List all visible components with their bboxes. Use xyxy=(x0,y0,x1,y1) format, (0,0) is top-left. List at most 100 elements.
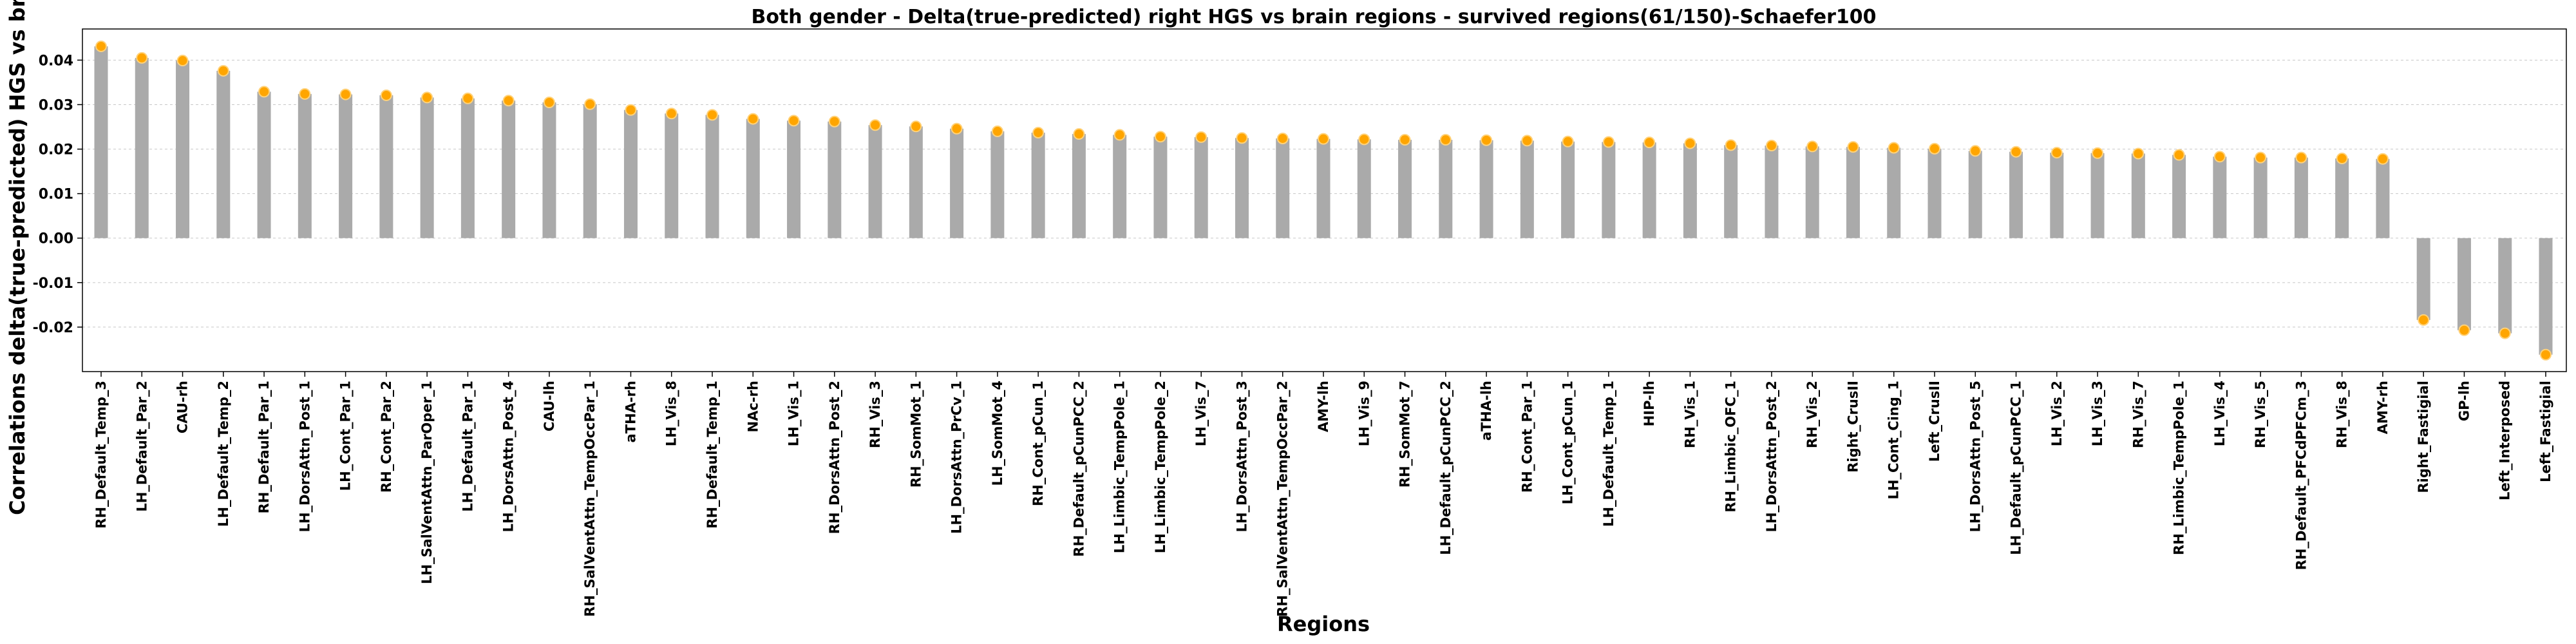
data-point xyxy=(299,88,311,100)
data-point xyxy=(1113,129,1126,141)
bars-layer xyxy=(94,46,2553,355)
data-point xyxy=(584,98,596,110)
data-point xyxy=(380,89,392,101)
bar xyxy=(1153,137,1168,238)
data-point xyxy=(462,92,474,104)
data-point xyxy=(1888,142,1900,154)
x-tick-label: RH_Default_Par_1 xyxy=(256,381,272,513)
data-point xyxy=(1276,132,1289,144)
x-tick-label: RH_Default_Temp_1 xyxy=(705,381,720,529)
data-point xyxy=(1154,131,1166,143)
data-point xyxy=(2336,153,2348,165)
data-point xyxy=(2418,314,2430,326)
bar xyxy=(1479,140,1493,238)
x-tick-label: LH_DorsAttn_Post_1 xyxy=(297,381,312,532)
bar xyxy=(1520,140,1534,238)
y-axis-label: Correlations delta(true-predicted) HGS v… xyxy=(5,0,30,515)
data-point xyxy=(1439,134,1452,146)
bar xyxy=(2172,155,2186,238)
data-point xyxy=(339,88,352,100)
bar xyxy=(2050,153,2064,238)
data-point xyxy=(1684,137,1696,149)
bar xyxy=(746,118,760,238)
x-tick-label: RH_DorsAttn_Post_2 xyxy=(827,381,842,534)
x-tick-label: LH_Cont_Par_1 xyxy=(338,381,354,491)
data-point xyxy=(2010,146,2022,158)
bar xyxy=(990,131,1005,238)
bar xyxy=(1194,137,1208,238)
data-point xyxy=(1521,135,1533,147)
data-point xyxy=(2376,153,2389,165)
data-point xyxy=(2132,147,2145,160)
bar xyxy=(2498,238,2512,334)
x-tick-label: RH_SomMot_1 xyxy=(908,381,923,488)
x-tick-label: LH_SalVentAttn_ParOper_1 xyxy=(419,381,435,584)
bar xyxy=(2539,238,2553,355)
data-point xyxy=(258,86,270,98)
x-tick-label: LH_DorsAttn_Post_2 xyxy=(1764,381,1779,532)
data-point xyxy=(2050,147,2063,159)
x-tick-label: RH_SomMot_7 xyxy=(1397,381,1413,488)
x-tick-label: CAU-lh xyxy=(542,381,557,431)
x-tick-label: LH_Default_pCunPCC_1 xyxy=(2009,381,2024,555)
bar xyxy=(1235,138,1249,238)
y-tick-label: 0.04 xyxy=(39,53,73,69)
y-tick-label: 0.03 xyxy=(39,97,73,113)
x-tick-label: Left_Interposed xyxy=(2497,381,2513,500)
x-tick-label: RH_Vis_5 xyxy=(2253,381,2268,448)
x-tick-label: RH_Cont_pCun_1 xyxy=(1030,381,1046,506)
bar xyxy=(1357,139,1371,238)
data-point xyxy=(543,97,555,108)
bar xyxy=(950,128,964,238)
data-point xyxy=(2499,327,2511,339)
x-tick-label: LH_Vis_7 xyxy=(1193,381,1209,446)
data-point xyxy=(2092,147,2104,159)
data-point xyxy=(788,115,800,127)
x-tick-label: RH_Default_PFCdPFCm_3 xyxy=(2293,381,2309,570)
data-point xyxy=(1643,137,1656,149)
x-axis-label: Regions xyxy=(1277,612,1370,636)
x-tick-label: aTHA-rh xyxy=(623,381,638,442)
x-tick-label: RH_Vis_8 xyxy=(2334,381,2350,448)
bar xyxy=(2131,153,2145,238)
bar xyxy=(1602,142,1616,238)
x-tick-label: LH_Cont_pCun_1 xyxy=(1560,381,1576,504)
bar xyxy=(2294,157,2308,238)
plot-frame xyxy=(82,28,2567,372)
x-tick-label: LH_Default_Temp_1 xyxy=(1601,381,1616,527)
bar xyxy=(1031,132,1045,238)
x-tick-label: LH_Vis_9 xyxy=(1356,381,1372,446)
bar xyxy=(705,115,719,238)
bar xyxy=(2009,151,2023,238)
x-tick-label: RH_Vis_3 xyxy=(867,381,883,448)
data-point xyxy=(2213,151,2226,163)
x-tick-label: LH_Vis_4 xyxy=(2212,381,2228,446)
x-tick-label: LH_DorsAttn_PrCv_1 xyxy=(949,381,965,534)
data-point xyxy=(910,120,922,133)
data-point xyxy=(869,119,882,131)
x-tick-label: LH_DorsAttn_Post_5 xyxy=(1967,381,1983,532)
data-point xyxy=(1236,132,1248,144)
bar xyxy=(135,57,149,238)
x-tick-label: LH_Default_Par_2 xyxy=(134,381,149,512)
x-tick-label: RH_Cont_Par_2 xyxy=(379,381,394,493)
bar xyxy=(379,95,393,238)
x-tick-label: LH_Limbic_TempPole_2 xyxy=(1153,381,1168,553)
x-tick-label: Left_CrusII xyxy=(1927,381,1942,462)
x-tick-label: RH_Cont_Par_1 xyxy=(1519,381,1535,493)
x-tick-label: RH_Vis_2 xyxy=(1804,381,1820,448)
bar xyxy=(583,104,597,238)
bar xyxy=(1316,138,1331,238)
y-tick-label: -0.02 xyxy=(33,320,73,336)
x-tick-label: AMY-lh xyxy=(1316,381,1331,432)
x-tick-label: RH_SalVentAttn_TempOccPar_2 xyxy=(1275,381,1291,617)
x-tick-label: RH_SalVentAttn_TempOccPar_1 xyxy=(582,381,598,617)
data-point xyxy=(828,115,840,128)
data-point xyxy=(217,64,229,77)
x-tick-label: RH_Limbic_TempPole_1 xyxy=(2172,381,2187,555)
plot-area: -0.02 -0.01 0.00 0.01 0.02 0.03 0.04 RH_Defaul… xyxy=(33,28,2567,617)
x-tick-label: LH_Vis_2 xyxy=(2049,381,2065,446)
bar xyxy=(216,70,231,238)
data-point xyxy=(95,40,107,52)
